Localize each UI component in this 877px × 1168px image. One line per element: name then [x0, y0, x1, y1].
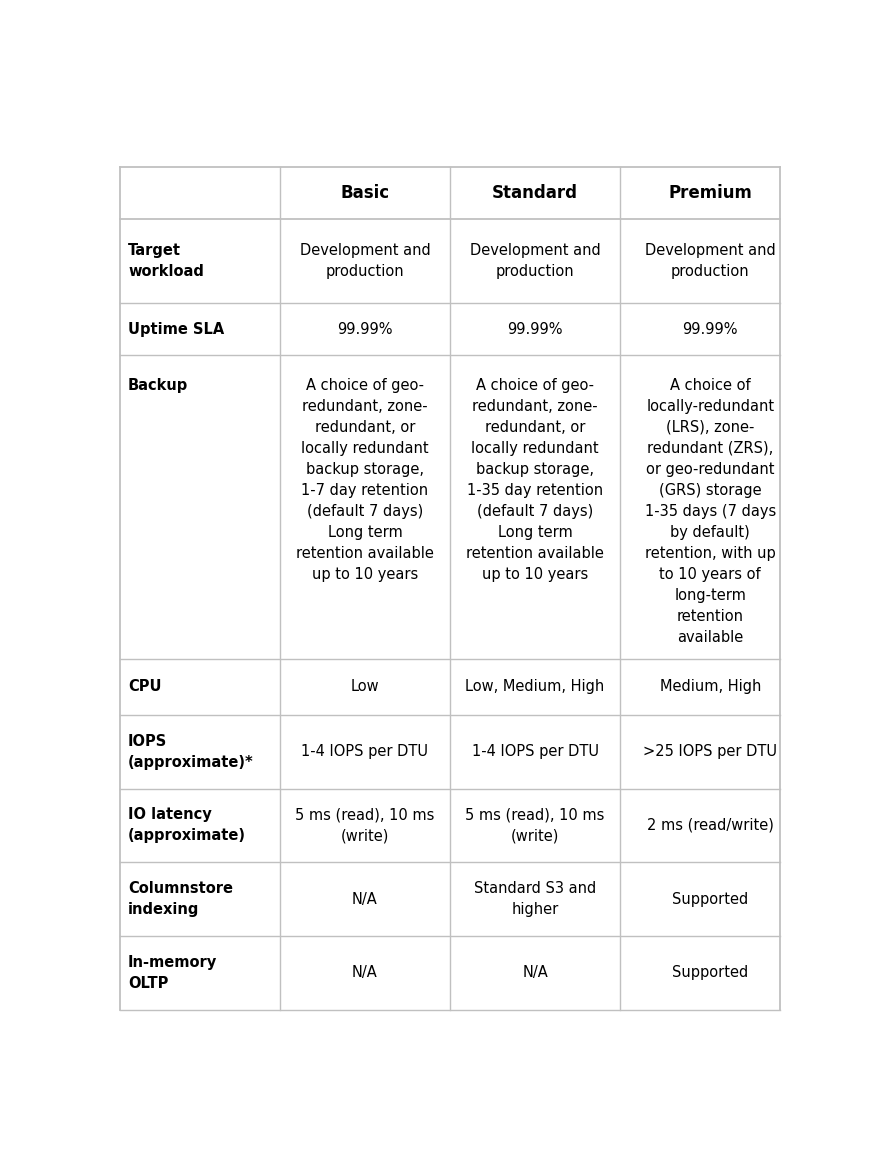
Text: N/A: N/A — [352, 966, 377, 980]
Text: Low: Low — [350, 680, 379, 695]
Text: 1-4 IOPS per DTU: 1-4 IOPS per DTU — [301, 744, 428, 759]
Text: CPU: CPU — [128, 680, 161, 695]
Text: Standard: Standard — [491, 185, 577, 202]
Text: Target
workload: Target workload — [128, 243, 203, 279]
Text: 5 ms (read), 10 ms
(write): 5 ms (read), 10 ms (write) — [295, 807, 434, 843]
Text: Medium, High: Medium, High — [659, 680, 760, 695]
Text: Backup: Backup — [128, 377, 189, 392]
Text: 99.99%: 99.99% — [507, 321, 562, 336]
Text: Development and
production: Development and production — [644, 243, 774, 279]
Text: 1-4 IOPS per DTU: 1-4 IOPS per DTU — [471, 744, 598, 759]
Text: Low, Medium, High: Low, Medium, High — [465, 680, 604, 695]
Text: In-memory
OLTP: In-memory OLTP — [128, 955, 217, 990]
Text: 5 ms (read), 10 ms
(write): 5 ms (read), 10 ms (write) — [465, 807, 604, 843]
Text: 99.99%: 99.99% — [681, 321, 738, 336]
Text: 2 ms (read/write): 2 ms (read/write) — [646, 818, 773, 833]
Text: Supported: Supported — [672, 891, 747, 906]
Text: A choice of
locally-redundant
(LRS), zone-
redundant (ZRS),
or geo-redundant
(GR: A choice of locally-redundant (LRS), zon… — [644, 377, 775, 645]
Text: A choice of geo-
redundant, zone-
redundant, or
locally redundant
backup storage: A choice of geo- redundant, zone- redund… — [296, 377, 433, 582]
Text: Premium: Premium — [667, 185, 752, 202]
Text: Basic: Basic — [340, 185, 389, 202]
Text: Development and
production: Development and production — [469, 243, 600, 279]
Text: Development and
production: Development and production — [299, 243, 430, 279]
Text: N/A: N/A — [522, 966, 547, 980]
Text: Uptime SLA: Uptime SLA — [128, 321, 225, 336]
Text: Supported: Supported — [672, 966, 747, 980]
Text: Columnstore
indexing: Columnstore indexing — [128, 881, 233, 917]
Text: N/A: N/A — [352, 891, 377, 906]
Text: A choice of geo-
redundant, zone-
redundant, or
locally redundant
backup storage: A choice of geo- redundant, zone- redund… — [466, 377, 603, 582]
Text: Standard S3 and
higher: Standard S3 and higher — [474, 881, 595, 917]
Text: >25 IOPS per DTU: >25 IOPS per DTU — [643, 744, 776, 759]
Text: IOPS
(approximate)*: IOPS (approximate)* — [128, 734, 253, 770]
Text: 99.99%: 99.99% — [337, 321, 392, 336]
Text: IO latency
(approximate): IO latency (approximate) — [128, 807, 246, 843]
